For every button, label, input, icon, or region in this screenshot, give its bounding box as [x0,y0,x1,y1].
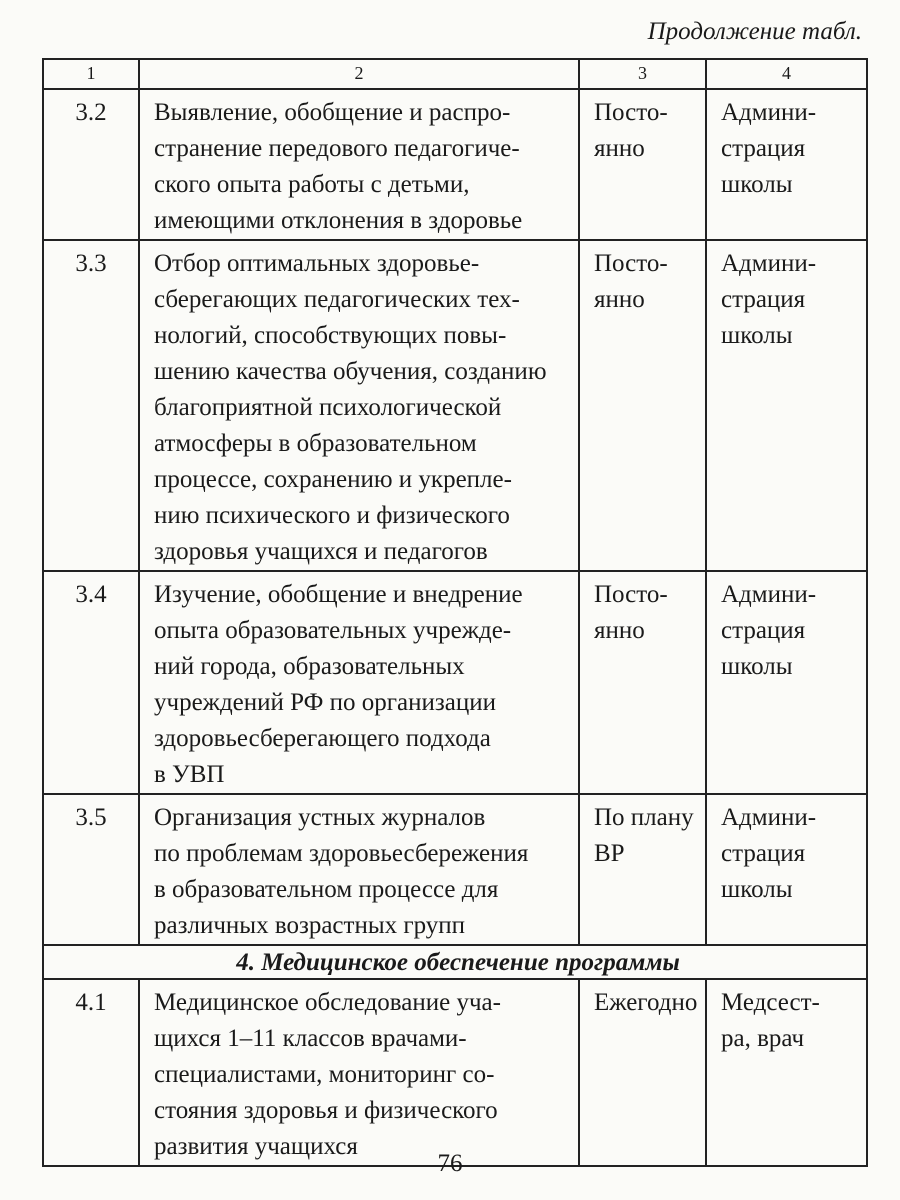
column-number: 2 [138,58,580,90]
section-title: 4. Медицинское обеспечение программы [42,944,868,980]
item-responsible: Админи- страция школы [705,88,868,241]
item-responsible: Админи- страция школы [705,570,868,795]
item-number: 3.3 [42,239,140,572]
item-responsible: Админи- страция школы [705,239,868,572]
item-responsible: Админи- страция школы [705,793,868,946]
item-activity: Медицинское обследование уча- щихся 1–11… [138,978,580,1167]
table-row: 3.4 Изучение, обобщение и внедрение опыт… [42,570,868,795]
item-term: Посто- янно [578,570,707,795]
page-number: 76 [437,1150,463,1177]
item-activity: Организация устных журналов по проблемам… [138,793,580,946]
column-number: 1 [42,58,140,90]
item-activity: Отбор оптимальных здоровье- сберегающих … [138,239,580,572]
table-row: 3.5 Организация устных журналов по пробл… [42,793,868,946]
item-term: Ежегодно [578,978,707,1167]
item-activity: Выявление, обобщение и распро- странение… [138,88,580,241]
column-number-row: 1 2 3 4 [42,58,868,90]
item-responsible: Медсест- ра, врач [705,978,868,1167]
item-number: 3.4 [42,570,140,795]
item-term: По плану ВР [578,793,707,946]
item-number: 4.1 [42,978,140,1167]
item-number: 3.5 [42,793,140,946]
item-term: Посто- янно [578,239,707,572]
item-number: 3.2 [42,88,140,241]
item-term: Посто- янно [578,88,707,241]
column-number: 3 [578,58,707,90]
column-number: 4 [705,58,868,90]
table-continuation-caption: Продолжение табл. [647,18,862,45]
plan-table: 1 2 3 4 3.2 Выявление, обобщение и распр… [42,58,868,1167]
item-activity: Изучение, обобщение и внедрение опыта об… [138,570,580,795]
table-row: 3.3 Отбор оптимальных здоровье- сберегаю… [42,239,868,572]
section-header-row: 4. Медицинское обеспечение программы [42,944,868,980]
table-row: 4.1 Медицинское обследование уча- щихся … [42,978,868,1167]
table-row: 3.2 Выявление, обобщение и распро- стран… [42,88,868,241]
